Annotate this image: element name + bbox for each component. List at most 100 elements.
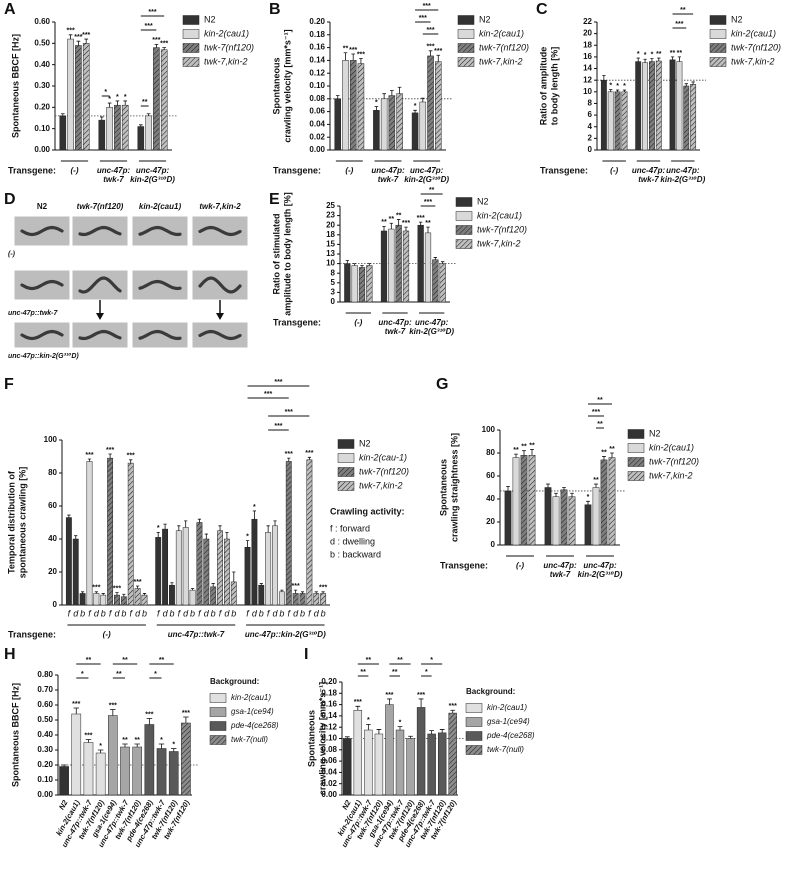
- y-axis-label: to body length [%]: [549, 47, 559, 126]
- error-bar: [610, 452, 614, 458]
- x-subcategory-label: b: [80, 608, 85, 618]
- significance: *: [375, 99, 378, 106]
- legend-label: twk-7,kin-2: [204, 56, 248, 66]
- comparison-label: **: [597, 421, 603, 428]
- y-tick-label: 0.20: [321, 677, 337, 686]
- panel-letter: A: [4, 1, 16, 18]
- worm: [198, 329, 242, 341]
- legend-swatch: [182, 29, 200, 39]
- error-bar: [314, 591, 318, 594]
- legend-swatch: [465, 731, 483, 741]
- y-tick-label: 14: [583, 64, 592, 73]
- bar: [366, 265, 373, 303]
- legend-swatch: [209, 693, 227, 703]
- bar: [334, 98, 341, 151]
- error-bar: [115, 100, 120, 106]
- legend-label: twk-7(null): [231, 735, 268, 744]
- bar: [342, 60, 349, 151]
- legend-label: kin-2(cau1): [487, 703, 527, 712]
- y-tick-label: 0.00: [321, 790, 337, 799]
- comparison-label: ***: [285, 409, 293, 416]
- error-bar: [97, 749, 104, 753]
- y-axis-label: Ratio of stimulated: [271, 213, 281, 294]
- error-bar: [129, 459, 133, 464]
- y-tick-label: 10: [583, 87, 592, 96]
- y-tick-label: 0.06: [321, 756, 337, 765]
- arrow-head: [96, 313, 104, 320]
- legend-label: N2: [649, 428, 661, 438]
- bar: [364, 729, 373, 796]
- bar: [380, 98, 388, 151]
- y-tick-label: 0.12: [321, 722, 337, 731]
- error-bar: [396, 219, 401, 226]
- error-bar: [365, 723, 371, 731]
- error-bar: [158, 743, 165, 749]
- comparison-label: **: [392, 669, 398, 676]
- x-subcategory-label: b: [169, 608, 174, 618]
- significance: **: [343, 46, 349, 53]
- legend-label: N2: [479, 14, 491, 24]
- legend-swatch: [455, 197, 473, 207]
- error-bar: [397, 86, 402, 94]
- y-tick-label: 0.02: [309, 132, 325, 141]
- legend-label: twk-7,kin-2: [359, 480, 403, 490]
- error-bar: [232, 571, 236, 582]
- bar: [432, 259, 439, 303]
- bar: [141, 594, 148, 606]
- error-bar: [684, 83, 688, 86]
- significance: *: [651, 51, 654, 58]
- y-tick-label: 23: [326, 211, 335, 220]
- x-group-label: unc-47p:: [97, 166, 131, 175]
- bar: [607, 91, 614, 151]
- legend-label: pde-4(ce268): [230, 721, 279, 730]
- bar: [65, 517, 72, 606]
- significance: *: [172, 741, 175, 748]
- error-bar: [61, 764, 67, 767]
- y-axis-label: Spontaneous: [306, 710, 316, 767]
- error-bar: [677, 56, 682, 62]
- x-group-label: kin-2(G³¹⁰D): [130, 175, 175, 184]
- x-group-label: unc-47p:: [632, 166, 666, 175]
- y-tick-label: 3: [331, 288, 336, 297]
- error-bar: [156, 532, 160, 538]
- y-tick-label: 0: [53, 600, 58, 609]
- legend-swatch: [709, 43, 727, 53]
- bar: [655, 60, 662, 151]
- significance: ***: [385, 692, 393, 699]
- bar: [642, 62, 648, 151]
- error-bar: [183, 716, 189, 723]
- panel-letter: F: [4, 376, 14, 393]
- bar: [568, 496, 576, 546]
- y-axis-label: crawling velocity [mm*s⁻¹]: [282, 29, 292, 142]
- x-axis-label: Transgene:: [8, 165, 56, 175]
- error-bar: [622, 89, 627, 92]
- x-subcategory-label: f: [68, 608, 72, 618]
- x-subcategory-label: d: [204, 608, 210, 618]
- legend-swatch: [182, 43, 200, 53]
- significance: ***: [74, 34, 82, 41]
- error-bar: [259, 583, 263, 586]
- legend-label: N2: [204, 14, 216, 24]
- y-axis-label: crawling straightness [%]: [449, 433, 459, 542]
- x-subcategory-label: b: [142, 608, 147, 618]
- error-bar: [122, 743, 128, 747]
- error-bar: [163, 523, 167, 530]
- significance: *: [637, 51, 640, 58]
- comparison-label: **: [159, 657, 165, 664]
- x-subcategory-label: b: [101, 608, 106, 618]
- y-axis-label: Temporal distribution of: [6, 470, 16, 574]
- error-bar: [546, 483, 550, 488]
- significance: ***: [417, 692, 425, 699]
- comparison-label: **: [142, 99, 148, 106]
- significance: ***: [182, 710, 190, 717]
- x-subcategory-label: b: [190, 608, 195, 618]
- error-bar: [586, 500, 590, 505]
- y-axis-label: amplitude to body length [%]: [282, 192, 292, 316]
- y-tick-label: 20: [583, 29, 592, 38]
- x-subcategory-label: d: [73, 608, 79, 618]
- bar: [343, 738, 352, 796]
- x-subcategory-label: f: [157, 608, 161, 618]
- note: Crawling activity:: [330, 506, 405, 516]
- legend-label: twk-7(nf120): [479, 42, 529, 52]
- significance: ***: [349, 47, 357, 54]
